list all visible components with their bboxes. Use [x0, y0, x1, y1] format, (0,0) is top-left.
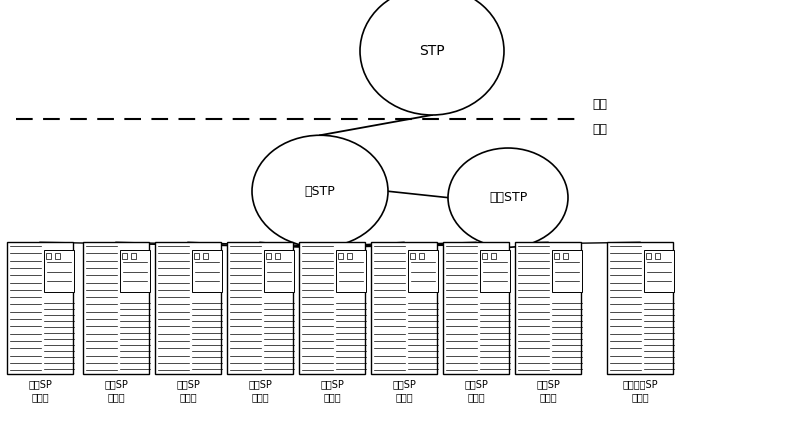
- Text: 省际: 省际: [592, 98, 607, 110]
- Text: 和阳SP: 和阳SP: [104, 380, 128, 390]
- Bar: [654, 253, 660, 259]
- Text: 新建STP: 新建STP: [489, 191, 527, 204]
- Text: 西安SP: 西安SP: [28, 380, 52, 390]
- Text: 省内: 省内: [592, 123, 607, 136]
- Text: STP: STP: [419, 44, 445, 58]
- Bar: [490, 253, 496, 259]
- Bar: [554, 253, 559, 259]
- Bar: [83, 242, 149, 374]
- Text: 本地网: 本地网: [539, 392, 557, 402]
- Text: 本地网: 本地网: [323, 392, 341, 402]
- Bar: [122, 253, 127, 259]
- Bar: [552, 250, 582, 292]
- Bar: [482, 253, 487, 259]
- Bar: [346, 253, 352, 259]
- Bar: [338, 253, 343, 259]
- Bar: [46, 253, 51, 259]
- Text: 渭南SP: 渭南SP: [248, 380, 272, 390]
- Bar: [155, 242, 221, 374]
- Ellipse shape: [360, 0, 504, 115]
- Text: 本地网: 本地网: [467, 392, 485, 402]
- Text: 原STP: 原STP: [305, 185, 335, 198]
- Bar: [44, 250, 74, 292]
- Bar: [192, 250, 222, 292]
- Bar: [562, 253, 568, 259]
- Bar: [607, 242, 673, 374]
- Bar: [480, 250, 510, 292]
- Bar: [336, 250, 366, 292]
- Bar: [299, 242, 365, 374]
- Text: 本地网: 本地网: [107, 392, 125, 402]
- Text: 宝鸡SP: 宝鸡SP: [176, 380, 200, 390]
- Text: 本地网: 本地网: [395, 392, 413, 402]
- Bar: [371, 242, 437, 374]
- Text: 本地网: 本地网: [251, 392, 269, 402]
- Bar: [266, 253, 271, 259]
- Text: 本地网: 本地网: [31, 392, 49, 402]
- Bar: [644, 250, 674, 292]
- Bar: [130, 253, 136, 259]
- Bar: [410, 253, 415, 259]
- Text: 商洛、铜SP: 商洛、铜SP: [622, 380, 658, 390]
- Text: 汉中SP: 汉中SP: [464, 380, 488, 390]
- Bar: [264, 250, 294, 292]
- Text: 安康SP: 安康SP: [536, 380, 560, 390]
- Bar: [120, 250, 150, 292]
- Text: 本地网: 本地网: [631, 392, 649, 402]
- Bar: [274, 253, 280, 259]
- Bar: [7, 242, 73, 374]
- Text: 榆林SP: 榆林SP: [320, 380, 344, 390]
- Text: 本地网: 本地网: [179, 392, 197, 402]
- Ellipse shape: [448, 148, 568, 247]
- Bar: [646, 253, 651, 259]
- Bar: [443, 242, 509, 374]
- Bar: [515, 242, 581, 374]
- Bar: [54, 253, 60, 259]
- Bar: [408, 250, 438, 292]
- Ellipse shape: [252, 135, 388, 247]
- Text: 延安SP: 延安SP: [392, 380, 416, 390]
- Bar: [202, 253, 208, 259]
- Bar: [227, 242, 293, 374]
- Bar: [418, 253, 424, 259]
- Bar: [194, 253, 199, 259]
